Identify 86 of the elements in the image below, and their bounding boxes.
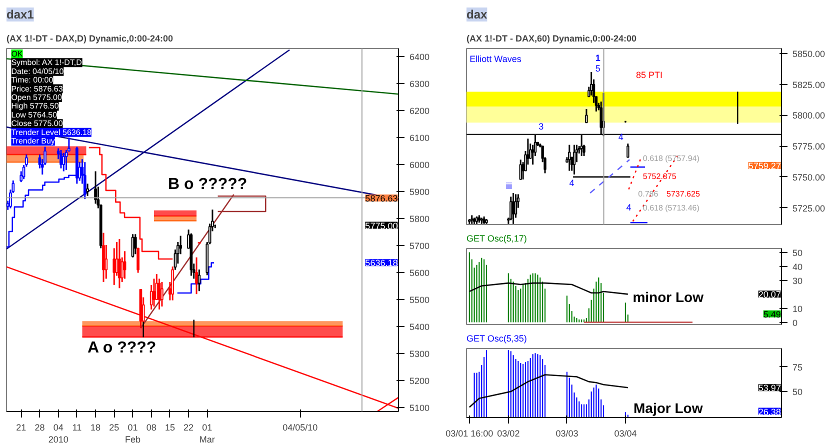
annotation: 5737.625 (666, 190, 700, 199)
annotation: 4 (569, 178, 574, 188)
annotation: Open 5775.00 (11, 93, 62, 102)
y-tick-label: 5825.00 (792, 80, 826, 90)
annotation: 26.38 (758, 406, 781, 417)
annotation: Time: 00:00 (11, 76, 54, 85)
y-tick-label: 6300 (410, 79, 430, 90)
x-tick-label: 04 2010 (48, 422, 68, 444)
annotation: OK (11, 49, 24, 58)
x-tick-label: 01 Feb (124, 422, 140, 444)
y-tick-label: 5400 (410, 322, 430, 332)
x-tick-label: 22 (184, 422, 194, 432)
chart-subtitle: (AX 1!-DT - DAX,D) Dynamic,0:00-24:00 (6, 34, 174, 44)
annotation: 1 (595, 52, 600, 63)
annotation: Close 5775.00 (11, 119, 64, 128)
annotation: Trender Buy (11, 136, 55, 146)
y-tick-label: 5900 (410, 187, 430, 198)
annotation: Date: 04/05/10 (11, 66, 64, 76)
y-tick-label: 5600 (410, 268, 430, 278)
x-tick-label: 15 (164, 422, 175, 432)
y-tick-label: 40 (792, 262, 803, 272)
annotation: 5876.63 (365, 194, 398, 204)
annotation: 85 PTI (636, 70, 662, 80)
y-tick-label: 6100 (410, 133, 430, 144)
chart-title: dax (466, 8, 488, 22)
text: GET Osc(5,17) (466, 234, 527, 244)
chart-title: dax1 (6, 8, 34, 22)
y-tick-label: 6000 (410, 160, 430, 170)
annotation: iii (506, 180, 512, 191)
x-tick-label: 28 (34, 422, 45, 432)
x-tick-label: 21 (16, 422, 26, 432)
annotation: 5775.00 (365, 220, 398, 231)
x-tick-label: 11 (72, 422, 82, 432)
x-tick-label: 08 (146, 422, 156, 432)
annotation: 5752.875 (642, 172, 677, 182)
y-tick-label: 5800.00 (792, 110, 826, 121)
annotation: 0.618 (5757.94) (642, 154, 700, 163)
annotation: 0.618 (5713.46) (642, 203, 700, 212)
annotation: Major Low (633, 400, 703, 416)
y-tick-label: 50 (792, 248, 803, 258)
annotation: 5 (595, 63, 600, 74)
x-tick-label: 01 Mar (199, 422, 215, 444)
annotation: 4 (626, 202, 632, 212)
text: GET Osc(5,35) (466, 334, 527, 344)
y-tick-label: 5750.00 (792, 172, 826, 182)
x-tick-label: 03/01 16:00 (446, 428, 494, 438)
y-tick-label: 6400 (410, 52, 430, 62)
annotation: 4 (618, 132, 624, 142)
x-tick-label: 25 (109, 422, 120, 432)
y-tick-label: 0 (792, 318, 798, 328)
annotation: Low 5764.50 (11, 110, 58, 120)
annotation: 5759.27 (748, 161, 781, 172)
y-tick-label: 5300 (410, 348, 430, 359)
annotation: Symbol: AX 1!-DT,D (11, 58, 82, 68)
annotation: minor Low (632, 289, 704, 306)
annotation: Price: 5876.63 (11, 84, 64, 94)
y-tick-label: 5700 (410, 241, 430, 252)
x-tick-label: 04/05/10 (282, 422, 318, 432)
y-tick-label: 5800 (410, 214, 430, 224)
annotation: 5636.18 (365, 258, 398, 268)
y-tick-label: 5725.00 (792, 203, 826, 214)
annotation: High 5776.50 (11, 102, 60, 111)
x-tick-label: 03/04 (614, 428, 637, 438)
annotation: 0.786 (638, 190, 659, 199)
chart-subtitle: (AX 1!-DT - DAX,60) Dynamic,0:00-24:00 (466, 34, 637, 44)
x-tick-label: 03/03 (556, 428, 578, 438)
annotation: Trender Level 5636.18 (11, 128, 92, 137)
annotation: 53.97 (758, 383, 781, 394)
y-tick-label: 10 (792, 304, 803, 314)
y-tick-label: 5100 (410, 402, 430, 413)
annotation: 3 (538, 121, 544, 132)
annotation: 20.07 (758, 290, 781, 300)
y-tick-label: 5775.00 (792, 142, 826, 152)
annotation: Elliott Waves (470, 54, 522, 64)
y-tick-label: 5500 (410, 294, 430, 305)
annotation: 5.49 (763, 309, 781, 320)
y-tick-label: 5200 (410, 376, 430, 386)
annotation: B o ????? (168, 176, 248, 194)
y-tick-label: 30 (792, 276, 803, 286)
y-tick-label: 6200 (410, 106, 430, 116)
y-tick-label: 5850.00 (792, 48, 826, 59)
x-tick-label: 18 (90, 422, 101, 432)
annotation: A o ???? (87, 339, 156, 356)
y-tick-label: 75 (792, 362, 803, 372)
x-tick-label: 03/02 (497, 428, 520, 438)
y-tick-label: 50 (792, 387, 803, 398)
